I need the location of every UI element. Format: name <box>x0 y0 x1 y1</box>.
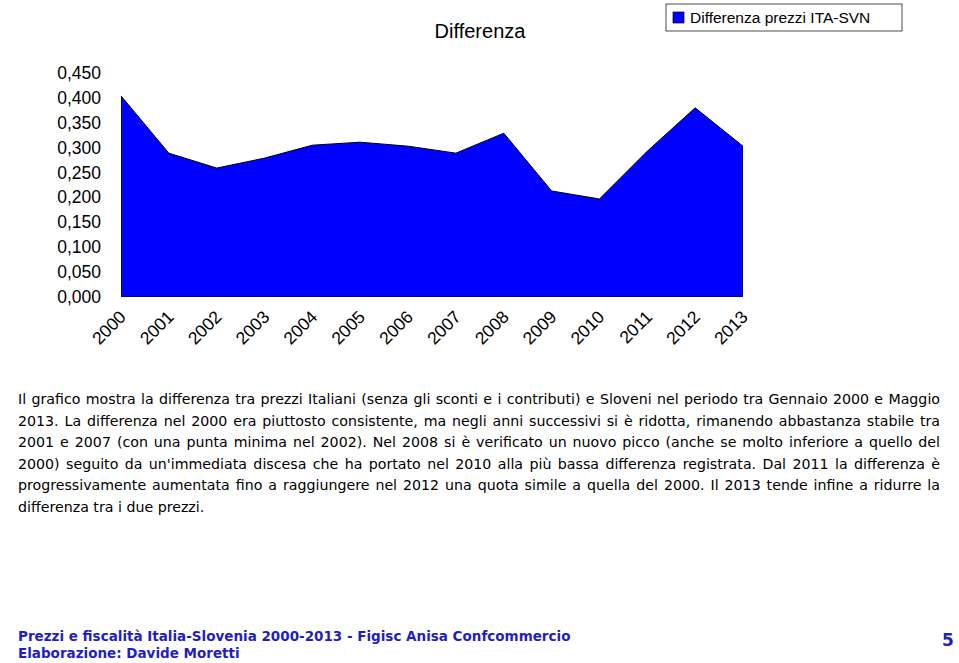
y-tick <box>117 172 121 173</box>
chart: Differenza 0,000 0,050 0,100 0,150 0,200 0,250… <box>0 0 959 385</box>
x-tick-label: 2005 <box>327 307 369 349</box>
x-tick-label: 2010 <box>567 307 609 349</box>
footer-source: Prezzi e fiscalità Italia-Slovenia 2000-… <box>18 628 570 644</box>
y-tick-label: 0,250 <box>57 163 101 183</box>
y-tick-label: 0,150 <box>57 212 101 232</box>
y-tick <box>117 197 121 198</box>
y-tick-label: 0,300 <box>57 138 101 158</box>
legend-box <box>666 4 902 31</box>
legend-label: Differenza prezzi ITA-SVN <box>690 9 870 26</box>
y-tick <box>117 147 121 148</box>
x-tick-label: 2003 <box>232 307 274 349</box>
x-tick-label: 2001 <box>136 307 178 349</box>
x-tick-label: 2006 <box>375 307 417 349</box>
legend-swatch <box>673 12 684 23</box>
y-tick <box>117 297 121 298</box>
y-tick-label: 0,000 <box>57 287 101 307</box>
y-tick-label: 0,400 <box>57 88 101 108</box>
y-tick <box>117 222 121 223</box>
x-tick-label: 2011 <box>615 307 656 348</box>
y-tick-label: 0,200 <box>57 187 101 207</box>
y-tick <box>117 73 121 74</box>
x-tick-label: 2012 <box>662 307 704 349</box>
title: Differenza <box>435 20 527 42</box>
x-tick-label: 2009 <box>519 307 561 349</box>
y-tick <box>117 272 121 273</box>
x-tick-label: 2000 <box>88 307 130 349</box>
footer-author: Elaborazione: Davide Moretti <box>18 645 240 661</box>
plot-area <box>121 96 743 297</box>
y-tick <box>117 122 121 123</box>
y-tick-label: 0,050 <box>57 262 101 282</box>
y-tick-label: 0,350 <box>57 113 101 133</box>
y-tick <box>117 247 121 248</box>
x-tick-label: 2013 <box>710 307 752 349</box>
x-tick-label: 2004 <box>280 307 322 349</box>
x-tick-label: 2002 <box>184 307 226 349</box>
caption: Il grafico mostra la differenza tra prez… <box>18 389 940 518</box>
x-tick-label: 2008 <box>471 307 513 349</box>
y-tick-label: 0,100 <box>57 237 101 257</box>
x-tick-label: 2007 <box>423 307 465 349</box>
y-tick-label: 0,450 <box>57 63 101 83</box>
y-tick <box>117 97 121 98</box>
area <box>121 96 743 297</box>
page-number: 5 <box>942 630 954 650</box>
legend: Differenza prezzi ITA-SVN <box>666 4 902 31</box>
